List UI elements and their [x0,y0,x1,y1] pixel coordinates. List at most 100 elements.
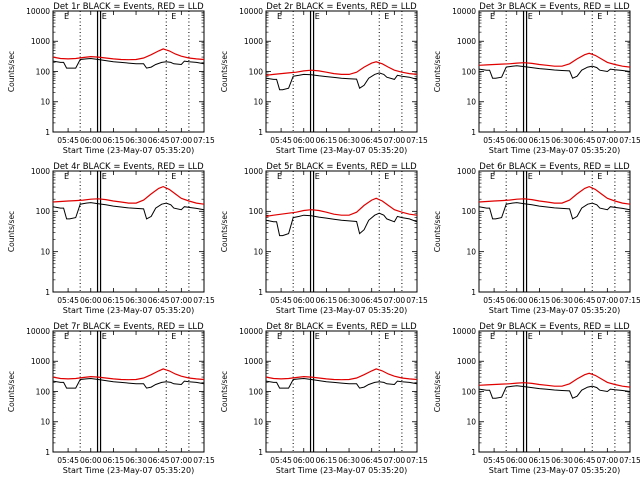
events-series-line [265,72,418,91]
x-tick-label: 06:15 [103,296,125,305]
events-series-line [52,202,205,220]
y-tick-label: 1000 [31,167,50,176]
x-tick-label: 07:00 [384,136,406,145]
x-tick-label: 06:15 [316,296,338,305]
lld-series-line [478,52,631,68]
plot-panel: Det 7r BLACK = Events, RED = LLD 1 10 100 10… [7,322,215,475]
x-tick-label: 06:15 [103,456,125,465]
plot-panel: Det 6r BLACK = Events, RED = LLD 1 10 100 10… [433,162,640,315]
y-tick-label: 10000 [26,7,50,16]
x-axis-label: Start Time (23-May-07 05:35:20) [276,146,407,155]
plot-frame [52,10,205,133]
x-tick-label: 07:00 [597,296,619,305]
x-tick-label: 07:00 [384,456,406,465]
x-tick-label: 06:45 [574,296,596,305]
y-tick-label: 1 [258,128,263,137]
y-tick-label: 100 [249,207,264,216]
y-tick-label: 10 [466,247,476,256]
y-tick-label: 1000 [31,37,50,46]
x-tick-label: 06:45 [148,296,170,305]
events-series-line [52,377,205,389]
y-axis-label: Counts/sec [7,211,16,252]
plot-title: Det 8r BLACK = Events, RED = LLD [266,322,417,332]
lld-series-line [478,372,631,388]
x-tick-label: 06:00 [506,136,528,145]
y-tick-label: 10000 [239,327,263,336]
x-tick-label: 06:15 [316,136,338,145]
plot-panel: Det 9r BLACK = Events, RED = LLD 1 10 100 10… [433,322,640,475]
y-tick-label: 100 [249,387,264,396]
x-axis-label: Start Time (23-May-07 05:35:20) [276,306,407,315]
y-tick-label: 1000 [457,167,476,176]
x-tick-label: 06:30 [338,296,360,305]
plot-frame [52,330,205,453]
event-marker: E [102,12,107,21]
y-axis-label: Counts/sec [220,371,229,412]
event-marker: E [171,172,176,181]
events-series-line [478,202,631,220]
y-tick-label: 10 [466,418,476,427]
x-tick-label: 06:30 [551,296,573,305]
x-tick-label: 06:30 [338,136,360,145]
plot-title: Det 5r BLACK = Events, RED = LLD [266,162,417,172]
x-tick-label: 07:15 [619,136,640,145]
event-marker: E [384,172,389,181]
events-series-line [478,385,631,399]
y-tick-label: 1000 [244,167,263,176]
y-axis-label: Counts/sec [433,51,442,92]
y-axis-label: Counts/sec [433,371,442,412]
event-marker: E [277,12,282,21]
y-tick-label: 1 [258,288,263,297]
x-tick-label: 06:30 [551,136,573,145]
y-axis-label: Counts/sec [433,211,442,252]
x-tick-label: 05:45 [483,296,505,305]
event-marker: E [102,332,107,341]
x-tick-label: 06:45 [574,456,596,465]
x-tick-label: 07:15 [406,456,428,465]
y-tick-label: 10000 [26,327,50,336]
plot-frame [265,170,418,293]
y-axis-label: Counts/sec [220,211,229,252]
x-tick-label: 05:45 [57,456,79,465]
x-tick-label: 05:45 [57,136,79,145]
x-tick-label: 06:45 [361,136,383,145]
y-tick-label: 1000 [457,37,476,46]
lld-series-line [52,185,205,205]
lld-series-line [52,368,205,381]
y-tick-label: 1 [45,288,50,297]
y-tick-label: 1 [258,448,263,457]
y-tick-label: 10 [40,247,50,256]
x-tick-label: 07:00 [597,136,619,145]
lld-series-line [52,48,205,61]
event-marker: E [64,12,69,21]
x-tick-label: 06:45 [148,136,170,145]
x-tick-label: 06:30 [125,456,147,465]
y-tick-label: 10 [466,98,476,107]
event-marker: E [277,332,282,341]
x-axis-label: Start Time (23-May-07 05:35:20) [489,466,620,475]
x-tick-label: 06:15 [529,136,551,145]
x-tick-label: 06:00 [80,136,102,145]
event-marker: E [64,332,69,341]
y-tick-label: 100 [462,67,477,76]
y-tick-label: 1000 [244,37,263,46]
x-axis-label: Start Time (23-May-07 05:35:20) [63,306,194,315]
event-marker: E [315,172,320,181]
y-tick-label: 10 [253,98,263,107]
events-series-line [52,57,205,69]
x-tick-label: 07:00 [171,456,193,465]
x-tick-label: 06:15 [529,296,551,305]
plot-panel: Det 3r BLACK = Events, RED = LLD 1 10 100 10… [433,2,640,155]
plot-title: Det 1r BLACK = Events, RED = LLD [53,2,204,12]
event-marker: E [597,172,602,181]
x-tick-label: 06:45 [148,456,170,465]
y-tick-label: 1 [45,128,50,137]
x-tick-label: 06:00 [293,456,315,465]
x-tick-label: 06:00 [293,136,315,145]
event-marker: E [384,332,389,341]
x-tick-label: 05:45 [483,456,505,465]
plot-frame [265,330,418,453]
x-tick-label: 06:00 [80,296,102,305]
event-marker: E [64,172,69,181]
